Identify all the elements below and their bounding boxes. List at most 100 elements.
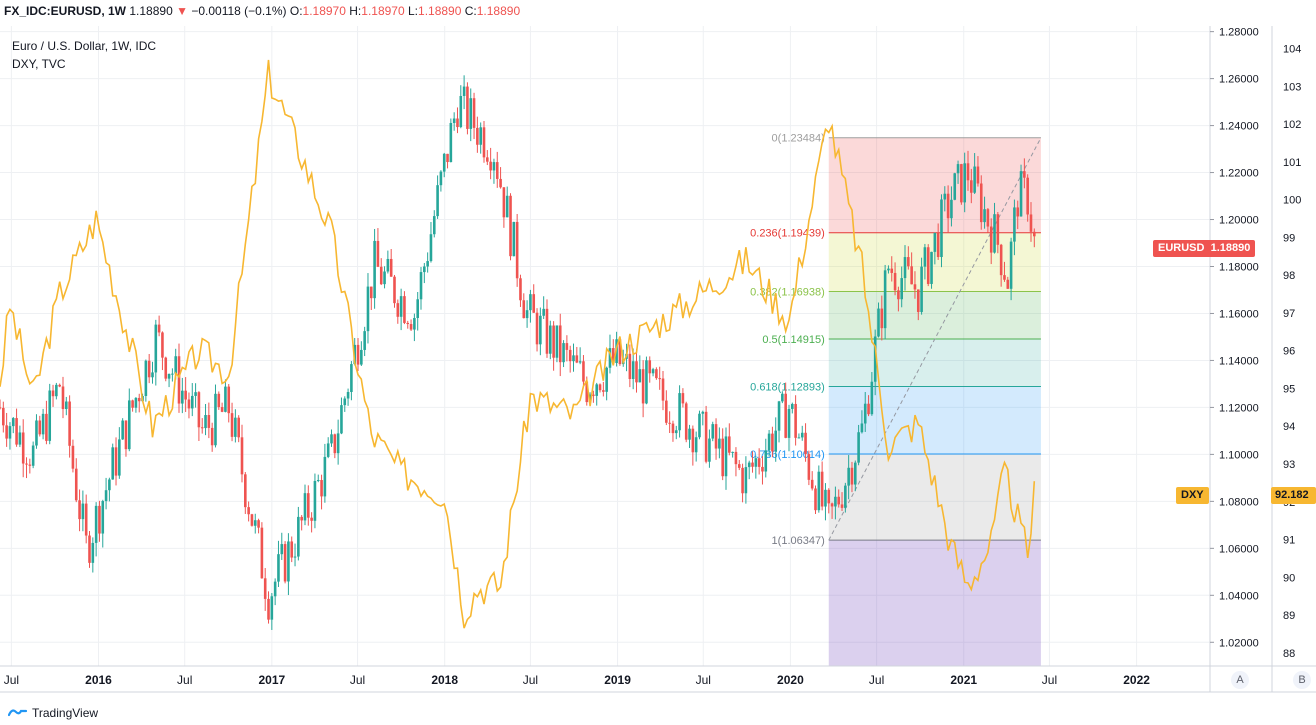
- candle-body: [164, 357, 168, 379]
- dxy-badge-value: 92.182: [1275, 489, 1309, 501]
- candle-body: [704, 411, 708, 462]
- dxy-tick-label: 91: [1283, 535, 1295, 547]
- fibonacci-retracement[interactable]: 0(1.23484) 0.236(1.19439) 0.382(1.16938) 0.…: [750, 133, 1042, 666]
- candle-body: [1019, 171, 1023, 217]
- time-tick-label: Jul: [696, 673, 711, 687]
- candle-body: [585, 381, 589, 403]
- fib-level-label: 0.236(1.19439): [750, 228, 825, 240]
- candle-body: [890, 268, 894, 273]
- fib-level-label: 0.786(1.10014): [750, 449, 825, 461]
- candle-body: [336, 433, 340, 454]
- candle-body: [731, 451, 734, 453]
- legend-main-series[interactable]: Euro / U.S. Dollar, 1W, IDC: [12, 39, 157, 53]
- candle-body: [413, 317, 416, 330]
- time-tick-label: 2017: [258, 673, 285, 687]
- auto-scale-button[interactable]: A: [1231, 671, 1249, 689]
- eurusd-tick-label: 1.18000: [1219, 261, 1259, 273]
- candle-body: [933, 232, 937, 252]
- candle-body: [267, 598, 270, 620]
- candle-body: [174, 356, 177, 374]
- candle-body: [316, 480, 320, 482]
- candle-body: [137, 397, 141, 402]
- candle-body: [1003, 275, 1006, 280]
- candle-body: [784, 393, 787, 438]
- candle-body: [121, 420, 124, 440]
- candle-body: [568, 349, 572, 362]
- candle-body: [648, 360, 652, 374]
- candle-body: [260, 527, 264, 579]
- candle-body: [797, 437, 801, 439]
- candle-body: [403, 296, 406, 323]
- price-chart[interactable]: 0(1.23484) 0.236(1.19439) 0.382(1.16938) 0.…: [0, 0, 1316, 700]
- candle-body: [114, 447, 118, 476]
- eurusd-tick-label: 1.02000: [1219, 637, 1259, 649]
- dxy-tick-label: 96: [1283, 346, 1295, 358]
- candle-body: [393, 276, 396, 304]
- eurusd-tick-label: 1.06000: [1219, 543, 1259, 555]
- candle-body: [956, 164, 960, 174]
- legend-compare-series[interactable]: DXY, TVC: [12, 57, 66, 71]
- dxy-tick-label: 103: [1283, 81, 1301, 93]
- candle-body: [844, 485, 847, 508]
- candle-body: [635, 361, 638, 383]
- brand-name[interactable]: TradingView: [32, 706, 99, 720]
- candle-body: [920, 266, 923, 312]
- candle-body: [791, 403, 794, 409]
- candle-body: [350, 364, 353, 392]
- fib-zone: [828, 338, 1041, 387]
- candle-body: [665, 400, 668, 423]
- dxy-tick-label: 94: [1283, 421, 1295, 433]
- log-scale-button[interactable]: B: [1293, 671, 1311, 689]
- candle-body: [436, 185, 439, 217]
- candle-body: [181, 390, 184, 404]
- candle-body: [913, 284, 917, 290]
- candle-body: [486, 157, 489, 162]
- candle-body: [532, 294, 536, 313]
- candle-body: [310, 517, 313, 521]
- candle-body: [688, 428, 691, 440]
- candle-body: [1013, 207, 1016, 242]
- candle-body: [936, 232, 940, 258]
- candle-body: [800, 432, 804, 438]
- candle-body: [960, 164, 963, 203]
- candle-body: [495, 162, 499, 179]
- candle-body: [1026, 177, 1029, 215]
- candle-body: [684, 403, 688, 440]
- symbol-name[interactable]: FX_IDC:EURUSD, 1W: [4, 4, 127, 18]
- candle-body: [903, 257, 907, 279]
- candle-body: [993, 214, 996, 253]
- candle-body: [638, 369, 642, 383]
- fib-level-label: 0.618(1.12893): [750, 381, 825, 393]
- tradingview-logo-icon: [8, 709, 28, 717]
- candle-body: [2, 407, 5, 426]
- time-tick-label: Jul: [350, 673, 365, 687]
- candle-body: [320, 480, 323, 497]
- candle-body: [847, 467, 850, 486]
- candle-body: [605, 367, 608, 392]
- chart-axes[interactable]: 1.28000 1.26000 1.24000 1.22000 1.20000 1.180…: [0, 26, 1316, 693]
- candle-body: [442, 153, 446, 172]
- candle-body: [940, 199, 943, 258]
- candle-body: [943, 193, 947, 200]
- candle-body: [893, 272, 897, 291]
- open-value: 1.18970: [302, 4, 346, 18]
- eurusd-tick-label: 1.20000: [1219, 215, 1259, 227]
- time-tick-label: 2021: [950, 673, 977, 687]
- candle-body: [853, 462, 857, 485]
- candle-body: [509, 195, 512, 257]
- candle-body: [539, 315, 542, 345]
- candle-body: [565, 343, 569, 350]
- candle-body: [234, 417, 237, 437]
- candle-body: [1006, 279, 1010, 289]
- candle-body: [1009, 241, 1013, 289]
- time-tick-label: Jul: [523, 673, 538, 687]
- candle-body: [976, 166, 980, 184]
- candle-body: [210, 427, 214, 446]
- high-label: H:: [349, 4, 362, 18]
- candle-body: [519, 278, 522, 301]
- candle-body: [631, 361, 635, 380]
- candle-body: [661, 378, 665, 401]
- candle-body: [38, 420, 42, 435]
- candle-body: [860, 423, 864, 433]
- candle-body: [363, 331, 366, 350]
